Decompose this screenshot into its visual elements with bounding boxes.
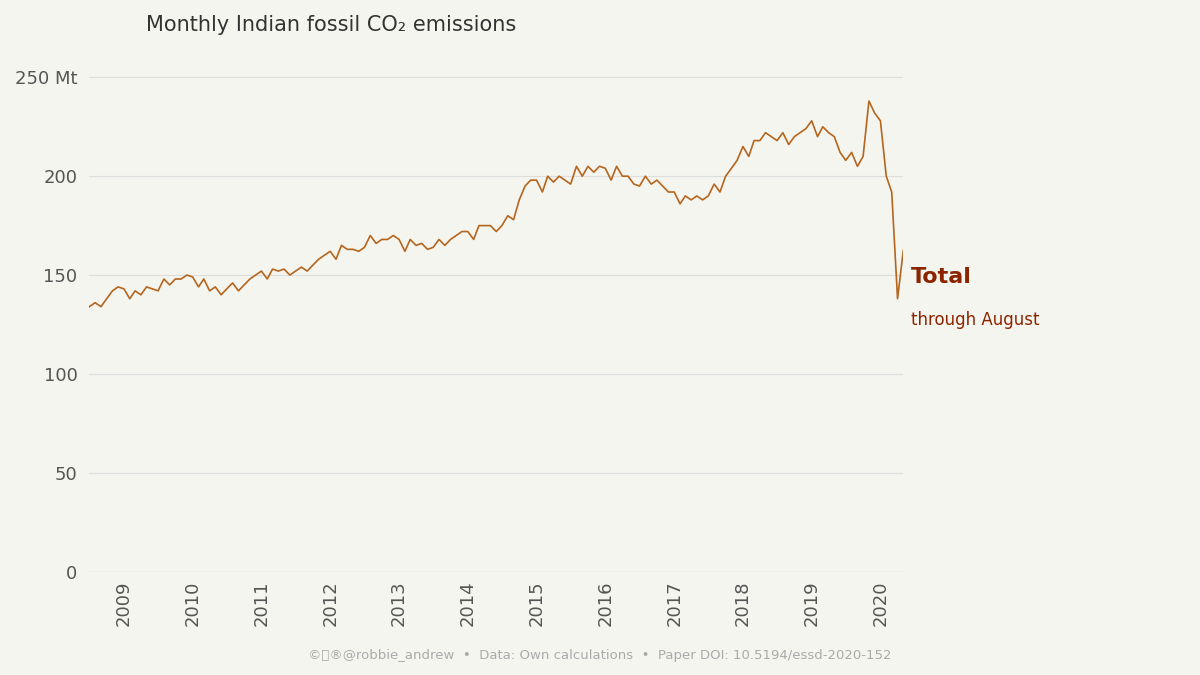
Text: Monthly Indian fossil CO₂ emissions: Monthly Indian fossil CO₂ emissions [146, 15, 516, 35]
Text: Total: Total [911, 267, 972, 288]
Text: through August: through August [911, 311, 1040, 329]
Text: ©Ⓒ®@robbie_andrew  •  Data: Own calculations  •  Paper DOI: 10.5194/essd-2020-15: ©Ⓒ®@robbie_andrew • Data: Own calculatio… [308, 649, 892, 662]
